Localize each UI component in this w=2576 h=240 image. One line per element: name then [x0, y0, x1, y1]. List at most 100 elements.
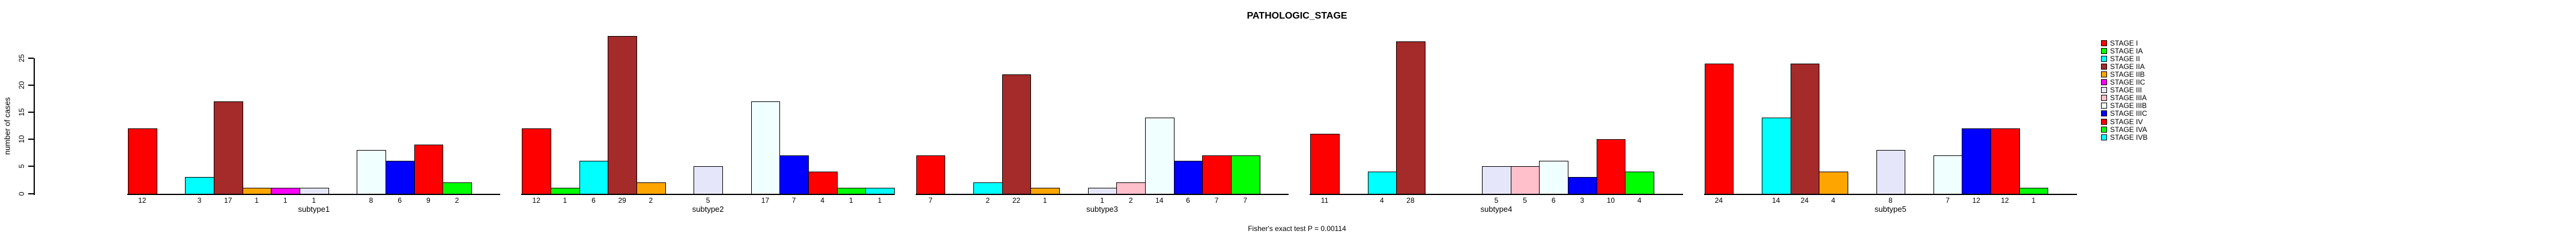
y-tick-label: 20 [17, 81, 26, 89]
bar-value-label: 7 [1214, 196, 1219, 205]
group-x-axis [1310, 194, 1683, 195]
bar-value-label: 24 [1800, 196, 1809, 205]
y-tick [28, 57, 34, 59]
legend-label: STAGE IA [2110, 47, 2143, 56]
bar-value-label: 4 [1831, 196, 1836, 205]
bar-value-label: 1 [255, 196, 259, 205]
legend-label: STAGE IVA [2110, 125, 2147, 134]
legend-label: STAGE II [2110, 55, 2140, 64]
bar-stage-iiib-subtype4 [1539, 161, 1568, 194]
bar-value-label: 1 [1042, 196, 1047, 205]
bar-stage-iiia-subtype4 [1511, 166, 1540, 194]
bar-stage-iv-subtype2 [808, 172, 838, 194]
bar-value-label: 1 [1100, 196, 1104, 205]
chart-title: PATHOLOGIC_STAGE [1247, 11, 1347, 21]
y-tick-label: 25 [17, 53, 26, 62]
bar-value-label: 4 [820, 196, 825, 205]
bar-value-label: 5 [706, 196, 710, 205]
bar-value-label: 5 [1494, 196, 1499, 205]
bar-value-label: 11 [1320, 196, 1329, 205]
bar-stage-iiic-subtype2 [779, 155, 809, 194]
bar-value-label: 1 [563, 196, 567, 205]
bar-stage-ia-subtype2 [551, 188, 580, 194]
y-tick [28, 84, 34, 86]
bar-stage-ii-subtype3 [973, 182, 1003, 194]
legend-label: STAGE I [2110, 39, 2138, 47]
bar-value-label: 1 [312, 196, 316, 205]
bar-stage-i-subtype4 [1310, 134, 1340, 194]
bar-value-label: 1 [2031, 196, 2036, 205]
bar-stage-iiib-subtype1 [357, 150, 386, 194]
bar-value-label: 2 [1128, 196, 1133, 205]
bar-value-label: 1 [283, 196, 288, 205]
bar-value-label: 10 [1606, 196, 1615, 205]
bar-value-label: 29 [618, 196, 626, 205]
legend-swatch [2101, 64, 2107, 70]
bar-stage-iva-subtype1 [443, 182, 472, 194]
y-tick-label: 5 [17, 164, 26, 169]
bar-value-label: 2 [985, 196, 990, 205]
bar-stage-iiic-subtype4 [1568, 177, 1597, 194]
bar-stage-ii-subtype4 [1368, 172, 1397, 194]
bar-stage-iiib-subtype5 [1934, 155, 1962, 194]
legend-label: STAGE IIIA [2110, 94, 2147, 103]
bar-stage-iiib-subtype3 [1145, 118, 1175, 194]
bar-value-label: 17 [224, 196, 232, 205]
bar-value-label: 22 [1012, 196, 1021, 205]
bar-value-label: 6 [1186, 196, 1190, 205]
bar-stage-iv-subtype1 [414, 145, 443, 194]
bar-stage-iv-subtype5 [1991, 128, 2020, 194]
bar-stage-iiic-subtype1 [385, 161, 415, 194]
y-tick [28, 111, 34, 113]
bar-stage-iia-subtype5 [1791, 64, 1819, 194]
bar-value-label: 12 [2001, 196, 2009, 205]
bar-stage-i-subtype3 [916, 155, 945, 194]
bar-stage-iva-subtype4 [1625, 172, 1654, 194]
bar-stage-iiic-subtype5 [1962, 128, 1991, 194]
legend-label: STAGE IIIB [2110, 101, 2147, 110]
bar-stage-iiia-subtype3 [1116, 182, 1146, 194]
bar-stage-iib-subtype5 [1819, 172, 1848, 194]
legend-swatch [2101, 56, 2107, 62]
bar-stage-iii-subtype4 [1482, 166, 1511, 194]
bar-stage-i-subtype5 [1705, 64, 1734, 194]
bar-value-label: 28 [1406, 196, 1415, 205]
bar-stage-iva-subtype3 [1231, 155, 1260, 194]
legend-swatch [2101, 40, 2107, 46]
bar-stage-ivb-subtype2 [865, 188, 895, 194]
bar-value-label: 1 [849, 196, 853, 205]
bar-stage-i-subtype1 [128, 128, 157, 194]
bar-value-label: 7 [791, 196, 796, 205]
bar-stage-iib-subtype3 [1030, 188, 1060, 194]
bar-value-label: 6 [591, 196, 596, 205]
bar-stage-iic-subtype1 [271, 188, 300, 194]
bar-stage-ii-subtype2 [579, 161, 608, 194]
bar-stage-iva-subtype2 [837, 188, 866, 194]
group-label-subtype2: subtype2 [692, 205, 724, 214]
bar-stage-iia-subtype3 [1002, 74, 1031, 194]
y-axis-label: number of cases [2, 97, 12, 155]
bar-stage-iiic-subtype3 [1174, 161, 1203, 194]
y-tick-label: 15 [17, 108, 26, 116]
legend-swatch [2101, 118, 2107, 125]
group-label-subtype5: subtype5 [1874, 205, 1906, 214]
bar-value-label: 7 [1243, 196, 1248, 205]
group-x-axis [521, 194, 895, 195]
legend-swatch [2101, 79, 2107, 86]
legend-label: STAGE IV [2110, 117, 2143, 126]
bar-value-label: 7 [928, 196, 933, 205]
legend-swatch [2101, 126, 2107, 133]
bar-value-label: 2 [455, 196, 459, 205]
bar-value-label: 3 [197, 196, 202, 205]
bar-value-label: 14 [1772, 196, 1780, 205]
bar-stage-iib-subtype1 [243, 188, 271, 194]
bar-stage-iii-subtype5 [1876, 150, 1905, 194]
legend-swatch [2101, 134, 2107, 140]
group-label-subtype1: subtype1 [298, 205, 330, 214]
legend-label: STAGE IVB [2110, 133, 2148, 142]
group-label-subtype4: subtype4 [1480, 205, 1513, 214]
y-tick [28, 139, 34, 140]
bar-value-label: 7 [1946, 196, 1950, 205]
bar-stage-iii-subtype2 [694, 166, 723, 194]
